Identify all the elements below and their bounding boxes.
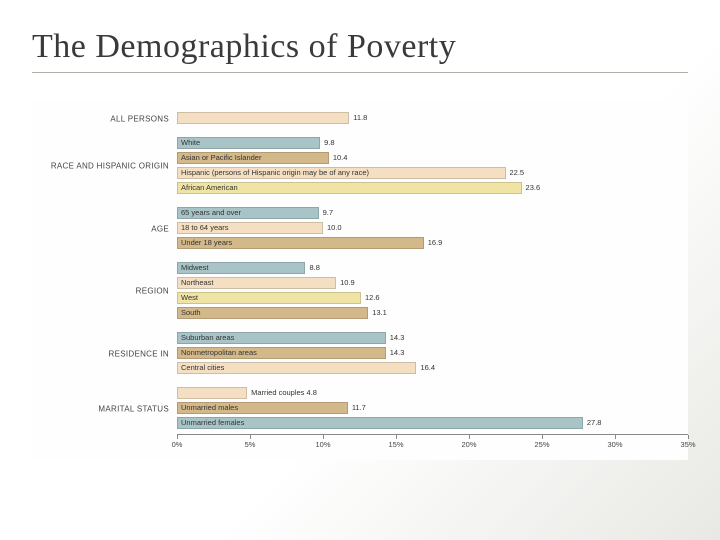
bar-value: 10.4	[333, 152, 348, 164]
bar-value: 13.1	[372, 307, 387, 319]
bar-inside-label: South	[181, 307, 201, 319]
bar-value: 23.6	[526, 182, 541, 194]
x-tick	[177, 435, 178, 439]
x-tick	[250, 435, 251, 439]
x-tick	[542, 435, 543, 439]
bar-inside-label: White	[181, 137, 200, 149]
bar-row: Asian or Pacific Islander 10.4	[177, 151, 688, 165]
bar-value: 22.5	[510, 167, 525, 179]
bar-inside-label: Suburban areas	[181, 332, 234, 344]
bar-value: 16.4	[420, 362, 435, 374]
bar-row: 11.8	[177, 111, 688, 125]
bar-label-and-value: Married couples 4.8	[251, 387, 317, 399]
bar-value: 10.0	[327, 222, 342, 234]
group-label: MARITAL STATUS	[98, 404, 169, 413]
bar-value: 8.8	[309, 262, 319, 274]
bar	[177, 307, 368, 319]
bar-row: Under 18 years 16.9	[177, 236, 688, 250]
bar-value: 10.9	[340, 277, 355, 289]
bar-row: 65 years and over 9.7	[177, 206, 688, 220]
bar-value: 16.9	[428, 237, 443, 249]
bar-row: West 12.6	[177, 291, 688, 305]
bar	[177, 387, 247, 399]
x-axis: 0%5%10%15%20%25%30%35%	[177, 434, 688, 452]
bar-inside-label: African American	[181, 182, 238, 194]
x-tick-label: 15%	[388, 440, 403, 449]
bar	[177, 112, 349, 124]
bar-row: Central cities 16.4	[177, 361, 688, 375]
bar-inside-label: Asian or Pacific Islander	[181, 152, 261, 164]
bar-row: Hispanic (persons of Hispanic origin may…	[177, 166, 688, 180]
bar-row: White 9.8	[177, 136, 688, 150]
x-tick	[323, 435, 324, 439]
bar-inside-label: Nonmetropolitan areas	[181, 347, 257, 359]
bar-row: Married couples 4.8	[177, 386, 688, 400]
bar-value: 14.3	[390, 332, 405, 344]
x-tick-label: 5%	[245, 440, 256, 449]
x-tick	[688, 435, 689, 439]
page-title: The Demographics of Poverty	[32, 28, 688, 73]
chart-plot-area: 11.8 White 9.8 Asian or Pacific Islander 10.…	[177, 111, 688, 452]
x-tick-label: 0%	[172, 440, 183, 449]
x-tick-label: 30%	[607, 440, 622, 449]
bar-inside-label: Under 18 years	[181, 237, 232, 249]
bar-inside-label: Midwest	[181, 262, 209, 274]
bar-row: Unmarried females 27.8	[177, 416, 688, 430]
bar-inside-label: Unmarried females	[181, 417, 244, 429]
bar	[177, 292, 361, 304]
bar-row: Unmarried males 11.7	[177, 401, 688, 415]
bar-row: 18 to 64 years 10.0	[177, 221, 688, 235]
group-label: REGION	[136, 287, 169, 296]
bar-value: 11.8	[353, 112, 367, 124]
group-label: RACE AND HISPANIC ORIGIN	[51, 162, 169, 171]
x-tick-label: 10%	[315, 440, 330, 449]
bar-row: Midwest 8.8	[177, 261, 688, 275]
x-tick	[615, 435, 616, 439]
bar-row: South 13.1	[177, 306, 688, 320]
bar-value: 12.6	[365, 292, 380, 304]
bar-inside-label: 18 to 64 years	[181, 222, 229, 234]
bar-row: Suburban areas 14.3	[177, 331, 688, 345]
bar-inside-label: Unmarried males	[181, 402, 238, 414]
bar-value: 9.7	[323, 207, 333, 219]
x-tick-label: 35%	[680, 440, 695, 449]
chart-y-labels: ALL PERSONS RACE AND HISPANIC ORIGIN AGE RE…	[32, 111, 177, 431]
bar-value: 27.8	[587, 417, 602, 429]
bar-row: African American 23.6	[177, 181, 688, 195]
bar-row: Nonmetropolitan areas 14.3	[177, 346, 688, 360]
x-tick-label: 20%	[461, 440, 476, 449]
group-label: ALL PERSONS	[110, 114, 169, 123]
bar-inside-label: 65 years and over	[181, 207, 241, 219]
bar-value: 11.7	[352, 402, 366, 414]
bar-value: 14.3	[390, 347, 405, 359]
bar-inside-label: Northeast	[181, 277, 214, 289]
bar-inside-label: Central cities	[181, 362, 224, 374]
bar-inside-label: Hispanic (persons of Hispanic origin may…	[181, 167, 369, 179]
x-tick	[469, 435, 470, 439]
bar-inside-label: West	[181, 292, 198, 304]
x-tick	[396, 435, 397, 439]
bar-row: Northeast 10.9	[177, 276, 688, 290]
group-label: AGE	[151, 224, 169, 233]
poverty-chart: ALL PERSONS RACE AND HISPANIC ORIGIN AGE RE…	[32, 101, 688, 460]
x-tick-label: 25%	[534, 440, 549, 449]
bar-value: 9.8	[324, 137, 334, 149]
group-label: RESIDENCE IN	[109, 349, 170, 358]
